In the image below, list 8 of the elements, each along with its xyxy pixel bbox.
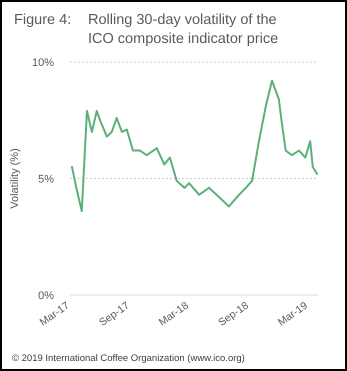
y-tick-label: 0% bbox=[38, 290, 54, 302]
text: © 2019 International Coffee Organization (www.ico.org) bbox=[12, 353, 245, 364]
y-tick-label: 5% bbox=[38, 174, 54, 186]
y-tick-label: 10% bbox=[32, 57, 54, 69]
chart-title: Rolling 30-day volatility of the ICO composite indicator price bbox=[88, 12, 278, 47]
y-axis-title: Volatility (%) bbox=[9, 148, 21, 209]
line-series bbox=[70, 80, 318, 212]
caption: Figure 4: bbox=[14, 12, 72, 28]
